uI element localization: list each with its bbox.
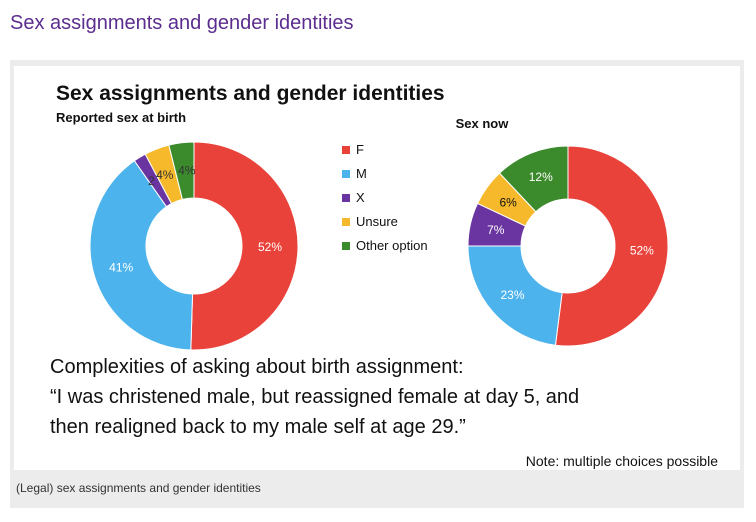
data-label-f: 52% <box>258 240 282 254</box>
legend-label-m: M <box>356 166 367 181</box>
slice-f <box>554 145 669 347</box>
slice-f <box>190 141 299 351</box>
data-label-m: 23% <box>500 288 524 302</box>
data-label-other-option: 4% <box>178 164 196 178</box>
slice-other-option <box>168 141 195 201</box>
data-label-unsure: 4% <box>156 168 174 182</box>
quote-intro: Complexities of asking about birth assig… <box>50 356 464 378</box>
slide: Sex assignments and gender identities Re… <box>14 66 740 470</box>
slice-other-option <box>498 145 569 213</box>
chart2-title: Sex now <box>456 116 510 131</box>
data-label-m: 41% <box>109 261 133 275</box>
legend-swatch-other-option <box>342 242 350 250</box>
page-heading: Sex assignments and gender identities <box>10 12 354 34</box>
legend-label-x: X <box>356 190 365 205</box>
chart1-title: Reported sex at birth <box>56 110 186 125</box>
data-label-x: 7% <box>487 223 505 237</box>
donut-chart-birth: 52%41%2 4% 4% <box>89 141 299 351</box>
legend-label-unsure: Unsure <box>356 214 398 229</box>
legend-swatch-m <box>342 170 350 178</box>
slice-m <box>467 245 563 346</box>
data-label-unsure: 6% <box>499 196 517 210</box>
legend-swatch-unsure <box>342 218 350 226</box>
data-label-other-option: 12% <box>529 170 553 184</box>
note-text: Note: multiple choices possible <box>526 453 718 469</box>
slide-title: Sex assignments and gender identities <box>56 82 445 105</box>
legend-label-other-option: Other option <box>356 238 428 253</box>
legend-swatch-x <box>342 194 350 202</box>
figure-caption: (Legal) sex assignments and gender ident… <box>16 481 261 495</box>
quote-line-2: then realigned back to my male self at a… <box>50 416 466 438</box>
quote-line-1: “I was christened male, but reassigned f… <box>50 386 579 408</box>
data-label-f: 52% <box>630 244 654 258</box>
chart-legend: FMX Unsure Other option <box>342 142 428 253</box>
legend-swatch-f <box>342 146 350 154</box>
slide-chart-canvas: Sex assignments and gender identities Re… <box>50 82 718 469</box>
data-label-x: 2 <box>148 174 155 188</box>
legend-label-f: F <box>356 142 364 157</box>
donut-chart-now: 52% 23% 7% 6% 12% <box>467 145 669 347</box>
slice-m <box>89 160 194 351</box>
